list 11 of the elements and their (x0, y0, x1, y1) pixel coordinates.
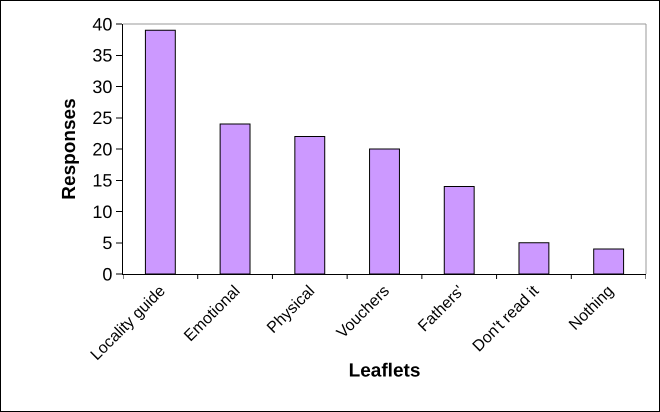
y-tick-label: 35 (92, 46, 112, 66)
y-tick-label: 40 (92, 14, 112, 34)
y-tick-label: 10 (92, 202, 112, 222)
y-tick-label: 15 (92, 170, 112, 191)
y-tick-label: 30 (92, 76, 112, 97)
y-tick-label: 20 (92, 139, 112, 160)
y-tick-label: 0 (102, 264, 112, 284)
y-tick-label: 25 (92, 108, 112, 128)
y-tick-label: 5 (102, 233, 112, 254)
y-axis-title: Responses (59, 98, 80, 200)
x-axis-title: Leaflets (348, 360, 420, 382)
